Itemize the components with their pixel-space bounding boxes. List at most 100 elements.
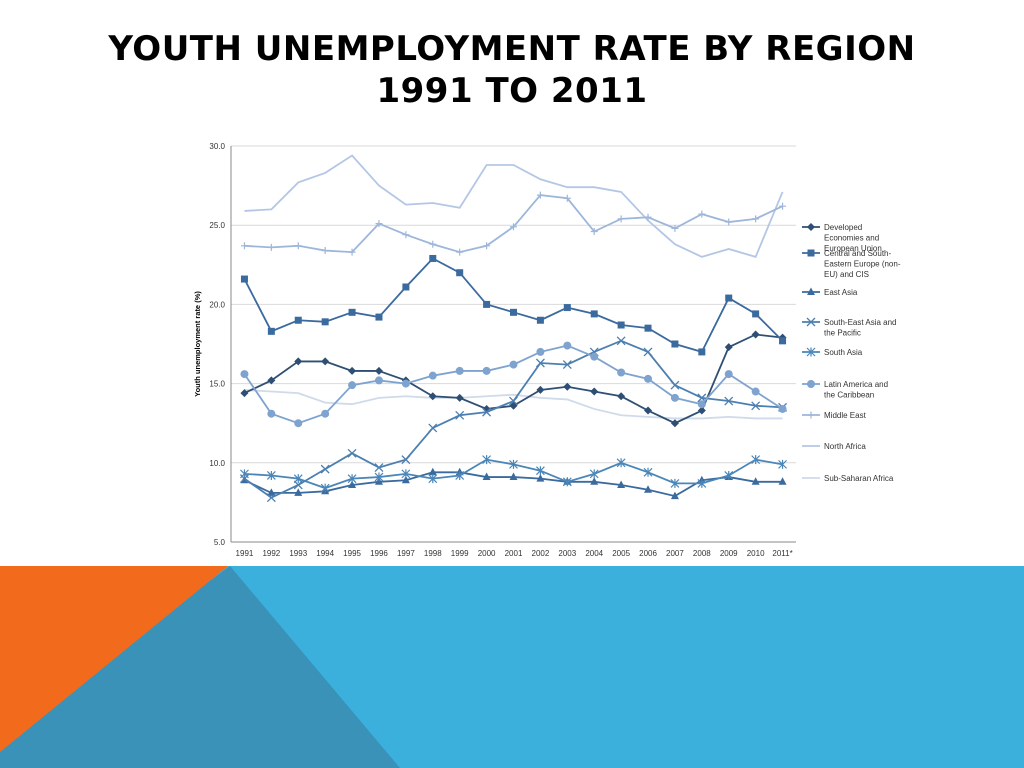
x-tick-label: 2006 <box>639 549 657 558</box>
x-tick-label: 1993 <box>289 549 307 558</box>
data-point <box>644 374 653 383</box>
data-point <box>266 493 276 503</box>
data-point <box>347 474 357 484</box>
data-point <box>240 242 248 250</box>
series-line <box>244 154 784 258</box>
data-point <box>482 472 491 481</box>
data-point <box>671 340 679 348</box>
data-point <box>509 459 518 469</box>
data-point <box>563 194 571 202</box>
data-point <box>348 480 357 488</box>
data-point <box>536 385 545 394</box>
data-point <box>509 360 518 369</box>
data-point <box>321 247 329 255</box>
data-point <box>428 392 437 401</box>
data-point <box>617 480 626 488</box>
data-point <box>401 475 410 484</box>
data-point <box>428 423 438 433</box>
data-point <box>779 337 787 345</box>
data-point <box>428 371 437 380</box>
data-point <box>482 455 492 465</box>
y-tick-label: 20.0 <box>209 300 225 309</box>
data-point <box>535 466 545 476</box>
data-point <box>456 269 464 277</box>
slide-title-line-1: YOUTH UNEMPLOYMENT RATE BY REGION <box>108 29 916 69</box>
data-point <box>294 488 303 496</box>
series-5 <box>240 341 787 428</box>
data-point <box>348 308 356 316</box>
legend-item: North Africa <box>802 442 866 451</box>
data-point <box>428 474 438 484</box>
data-point <box>779 202 787 210</box>
x-tick-label: 2001 <box>505 549 523 558</box>
x-tick-label: 2008 <box>693 549 711 558</box>
data-point <box>778 404 787 413</box>
data-point <box>807 380 815 388</box>
data-point <box>724 396 734 406</box>
data-point <box>536 347 545 356</box>
data-point <box>401 455 411 465</box>
data-point <box>482 366 491 375</box>
legend-item: South-East Asia and the Pacific <box>802 317 897 338</box>
legend-label: the Pacific <box>824 329 861 338</box>
y-axis-title: Youth unemployment rate (%) <box>193 291 202 397</box>
data-point <box>267 327 275 335</box>
data-point <box>374 366 383 375</box>
x-tick-label: 2005 <box>612 549 630 558</box>
data-point <box>590 352 599 361</box>
legend-label: the Caribbean <box>824 391 874 400</box>
x-tick-label: 1995 <box>343 549 361 558</box>
data-point <box>483 300 491 308</box>
footer-teal-triangle <box>0 566 400 768</box>
y-tick-label: 10.0 <box>209 459 225 468</box>
x-tick-label: 1992 <box>262 549 280 558</box>
data-point <box>563 341 572 350</box>
data-point <box>348 381 357 390</box>
data-point <box>670 380 680 390</box>
data-point <box>697 478 707 488</box>
data-point <box>670 419 679 428</box>
data-point <box>348 248 356 256</box>
data-point <box>294 357 303 366</box>
series-6 <box>240 191 787 256</box>
data-point <box>562 360 572 370</box>
x-tick-label: 1999 <box>451 549 469 558</box>
data-point <box>267 243 275 251</box>
data-point <box>266 470 276 480</box>
legend-item: Central and South- Eastern Europe (non-EU… <box>802 249 901 279</box>
legend-label: Middle East <box>824 411 867 420</box>
data-point <box>429 240 437 248</box>
data-point <box>347 448 357 458</box>
data-point <box>697 400 706 409</box>
data-point <box>644 485 653 493</box>
data-point <box>402 283 410 291</box>
legend-label: EU) and CIS <box>824 270 869 279</box>
legend-item: Latin America and the Caribbean <box>802 380 888 400</box>
data-point <box>751 477 760 485</box>
data-point <box>806 317 816 327</box>
footer-orange-triangle <box>0 566 228 752</box>
x-tick-label: 2010 <box>747 549 765 558</box>
legend-label: South Asia <box>824 348 863 357</box>
data-point <box>751 401 761 411</box>
legend-label: Eastern Europe (non- <box>824 260 901 269</box>
data-point <box>617 368 626 377</box>
data-point <box>510 308 517 316</box>
data-point <box>670 478 680 488</box>
y-tick-label: 15.0 <box>209 380 225 389</box>
data-point <box>267 488 276 496</box>
line-chart: 5.0 10.0 15.0 20.0 25.0 30.0 1991 1992 1993 1994 1… <box>193 142 901 558</box>
legend-item: Middle East <box>802 411 867 420</box>
data-point <box>536 474 545 482</box>
data-point <box>697 406 706 415</box>
data-point <box>428 467 437 476</box>
data-point <box>751 455 761 465</box>
series-4 <box>240 455 787 493</box>
x-tick-label: 1997 <box>397 549 415 558</box>
data-point <box>482 407 492 417</box>
data-point <box>724 343 733 352</box>
data-point <box>375 313 383 321</box>
data-point <box>671 224 679 232</box>
data-point <box>456 248 464 256</box>
